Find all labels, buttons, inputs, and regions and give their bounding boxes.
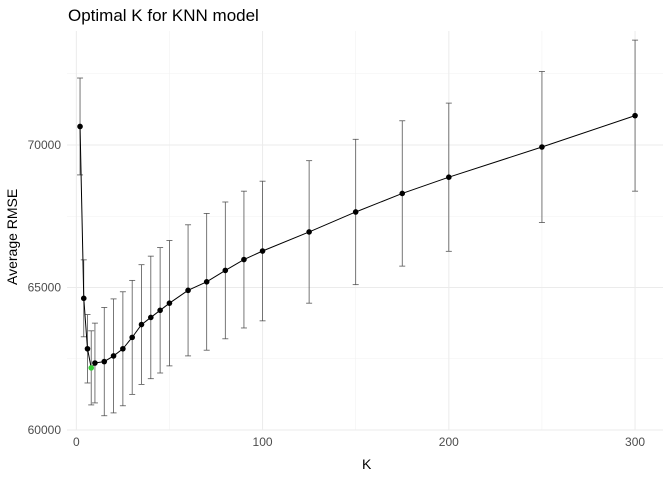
data-point <box>129 334 135 341</box>
data-point <box>92 360 98 366</box>
data-point <box>120 345 126 352</box>
y-tick-label: 60000 <box>28 423 62 437</box>
y-axis-label: Average RMSE <box>4 188 20 285</box>
data-point <box>539 144 545 150</box>
data-point <box>241 256 247 263</box>
x-tick-label: 0 <box>73 435 80 449</box>
data-point <box>157 307 163 314</box>
data-point <box>259 248 266 254</box>
data-point <box>101 358 108 365</box>
x-axis-label: K <box>362 456 372 472</box>
chart-title: Optimal K for KNN model <box>68 6 259 25</box>
data-point <box>203 279 210 285</box>
x-tick-labels: 0 100 200 300 <box>73 435 645 449</box>
data-point <box>166 300 173 306</box>
data-point <box>185 287 191 294</box>
data-point <box>110 353 117 359</box>
data-point <box>306 229 312 235</box>
optimal-k-point <box>88 365 95 371</box>
data-point <box>148 314 154 321</box>
data-point <box>84 345 91 352</box>
data-point <box>222 267 229 274</box>
y-tick-label: 70000 <box>28 138 62 152</box>
x-tick-label: 200 <box>439 435 459 449</box>
x-tick-label: 300 <box>625 435 645 449</box>
data-point <box>352 209 359 215</box>
data-point <box>77 123 83 130</box>
y-tick-label: 65000 <box>28 281 62 295</box>
y-tick-labels: 60000 65000 70000 <box>28 138 62 437</box>
data-point <box>399 190 406 197</box>
data-point <box>138 321 145 328</box>
x-tick-label: 100 <box>253 435 273 449</box>
data-point <box>80 295 87 302</box>
data-point <box>632 112 638 119</box>
data-point <box>446 174 452 181</box>
plot-panel <box>67 31 663 430</box>
data-points <box>77 112 638 371</box>
